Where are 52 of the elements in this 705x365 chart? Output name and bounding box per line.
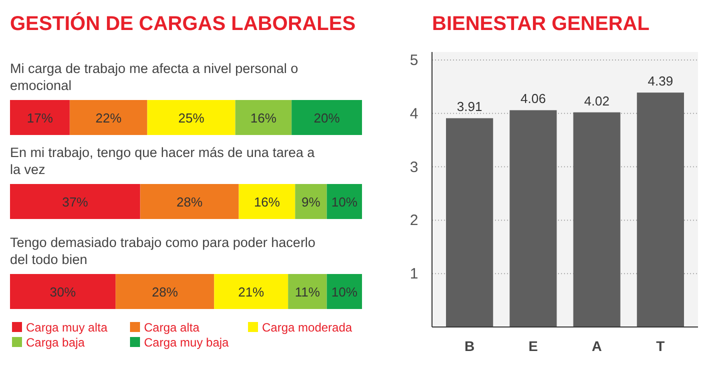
- y-tick-label: Mi carga de trabajo me afecta a nivel personal o emocional: [10, 61, 298, 93]
- legend-label: Carga alta: [144, 320, 200, 334]
- y-tick-label: 4: [410, 105, 418, 122]
- bar: [288, 274, 327, 309]
- data-label: 28%: [152, 284, 178, 300]
- data-label: 3.91: [456, 99, 482, 114]
- data-label: 28%: [176, 194, 203, 210]
- data-label: 17%: [26, 110, 54, 126]
- bar: [292, 100, 362, 135]
- data-label: 10%: [331, 284, 358, 300]
- bar: [573, 112, 620, 327]
- bar: [10, 274, 116, 309]
- bar: [10, 100, 70, 135]
- y-tick-label: Tengo demasiado trabajo como para poder hacerlo del todo bien: [10, 235, 316, 267]
- data-label: 37%: [62, 194, 89, 210]
- y-tick-label: 5: [410, 52, 418, 69]
- legend-label: Carga moderada: [262, 320, 352, 334]
- bar: [510, 110, 557, 327]
- data-label: 4.06: [520, 91, 546, 106]
- data-label: 9%: [302, 194, 321, 210]
- bar: [70, 100, 148, 135]
- bar: [446, 118, 494, 327]
- legend-label: Carga muy baja: [144, 336, 230, 350]
- bar: [326, 274, 362, 309]
- x-tick-label: B: [464, 338, 475, 354]
- chart-title: BIENESTAR GENERAL: [432, 13, 650, 35]
- y-tick-label: 3: [410, 158, 418, 176]
- legend-label: Carga baja: [26, 336, 86, 350]
- data-label: 10%: [331, 194, 358, 210]
- data-label: 20%: [314, 110, 340, 126]
- x-tick-label: T: [656, 338, 666, 354]
- data-label: 25%: [178, 110, 205, 126]
- x-tick-label: E: [528, 338, 538, 354]
- bar: [214, 274, 288, 309]
- y-tick-label: En mi trabajo, tengo que hacer más de una tarea a la vez: [10, 145, 316, 177]
- data-label: 4.39: [648, 74, 674, 89]
- data-label: 22%: [96, 110, 122, 126]
- data-label: 4.02: [584, 93, 610, 108]
- data-label: 16%: [254, 194, 280, 210]
- data-label: 11%: [294, 284, 320, 300]
- data-label: 21%: [238, 284, 265, 300]
- bar: [636, 92, 684, 327]
- bar: [116, 274, 214, 309]
- y-tick-label: 2: [410, 212, 418, 230]
- data-label: 16%: [250, 110, 277, 126]
- chart-title: GESTIÓN DE CARGAS LABORALES: [10, 12, 356, 35]
- legend-label: Carga muy alta: [26, 320, 108, 334]
- y-tick-label: 1: [410, 266, 418, 283]
- x-tick-label: A: [592, 338, 602, 354]
- bar: [147, 100, 236, 135]
- bar: [235, 100, 292, 135]
- data-label: 30%: [50, 284, 76, 300]
